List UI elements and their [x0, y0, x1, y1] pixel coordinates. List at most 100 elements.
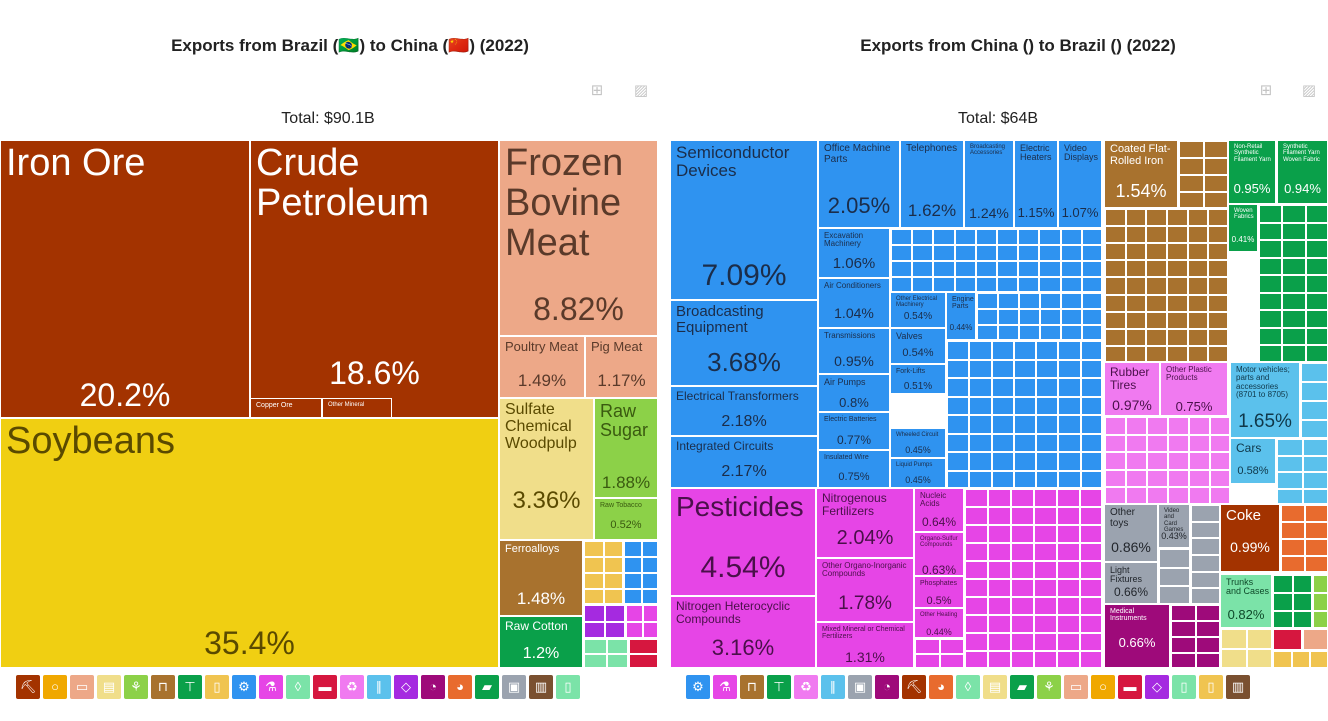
- minor-product-tile[interactable]: [1310, 651, 1327, 667]
- minor-product-tile[interactable]: [988, 543, 1011, 561]
- minor-product-tile[interactable]: [1018, 261, 1040, 277]
- treemap-tile[interactable]: Other Organo-Inorganic Compounds 1.78%: [816, 558, 914, 622]
- minor-product-tile[interactable]: [1034, 651, 1057, 667]
- treemap-tile[interactable]: Synthetic Filament Yarn Woven Fabric 0.94…: [1277, 140, 1328, 204]
- minor-product-tile[interactable]: [1034, 561, 1057, 579]
- left-table-button[interactable]: ⊞: [588, 82, 606, 100]
- minor-product-tile[interactable]: [969, 341, 992, 360]
- minor-product-tile[interactable]: [1167, 345, 1188, 361]
- minor-product-tile[interactable]: [1057, 633, 1080, 651]
- treemap-tile[interactable]: Pesticides 4.54%: [670, 488, 816, 596]
- minor-product-tile[interactable]: [1187, 277, 1209, 295]
- minor-product-tile[interactable]: [1080, 452, 1101, 471]
- minor-product-tile[interactable]: [1146, 260, 1167, 278]
- minor-product-tile[interactable]: [1273, 611, 1293, 627]
- minor-product-tile[interactable]: [988, 489, 1011, 507]
- treemap-tile[interactable]: Excavation Machinery 1.06%: [818, 228, 890, 278]
- minor-product-tile[interactable]: [1282, 292, 1306, 311]
- minor-product-tile[interactable]: [977, 325, 998, 339]
- minor-product-tile[interactable]: [1058, 470, 1081, 487]
- minor-product-group[interactable]: [976, 292, 1102, 340]
- minor-product-tile[interactable]: [1060, 261, 1082, 277]
- minor-product-tile[interactable]: [954, 277, 976, 291]
- minor-product-group[interactable]: [1276, 438, 1328, 504]
- minor-product-tile[interactable]: [1208, 243, 1227, 261]
- minor-product-tile[interactable]: [1080, 359, 1101, 378]
- treemap-tile[interactable]: Wheeled Circuit 0.45%: [890, 428, 946, 458]
- minor-product-tile[interactable]: [1187, 294, 1209, 312]
- food-icon[interactable]: ▯: [205, 675, 229, 699]
- minor-product-tile[interactable]: [1303, 488, 1327, 503]
- treemap-tile[interactable]: Coated Flat-Rolled Iron 1.54%: [1104, 140, 1178, 208]
- minor-product-tile[interactable]: [1204, 141, 1227, 158]
- minor-product-group[interactable]: [1220, 628, 1272, 668]
- minor-product-tile[interactable]: [912, 277, 934, 291]
- minor-product-tile[interactable]: [1125, 294, 1147, 312]
- minor-product-tile[interactable]: [1147, 452, 1168, 470]
- animal-icon[interactable]: ▭: [1064, 675, 1088, 699]
- minor-product-tile[interactable]: [1080, 396, 1101, 415]
- minor-product-tile[interactable]: [969, 396, 992, 415]
- minor-product-tile[interactable]: [1305, 205, 1327, 223]
- minor-product-tile[interactable]: [1057, 507, 1080, 525]
- minor-product-tile[interactable]: [606, 654, 627, 667]
- minor-product-tile[interactable]: [1039, 229, 1061, 245]
- minor-product-tile[interactable]: [1081, 229, 1101, 245]
- minor-product-tile[interactable]: [891, 245, 913, 261]
- minor-product-tile[interactable]: [1126, 417, 1147, 435]
- minor-product-tile[interactable]: [1126, 452, 1147, 470]
- minor-product-tile[interactable]: [947, 452, 970, 471]
- minor-product-tile[interactable]: [1080, 415, 1101, 434]
- minor-product-group[interactable]: [625, 604, 658, 638]
- minor-product-tile[interactable]: [991, 415, 1014, 434]
- minor-product-tile[interactable]: [1171, 605, 1196, 621]
- treemap-tile[interactable]: Crude Petroleum 18.6%: [250, 140, 499, 418]
- art-icon[interactable]: ▥: [1226, 675, 1250, 699]
- weapon-icon[interactable]: ▯: [1172, 675, 1196, 699]
- minor-product-tile[interactable]: [1305, 257, 1327, 276]
- minor-product-tile[interactable]: [969, 470, 992, 487]
- minor-product-group[interactable]: [1302, 628, 1328, 650]
- minor-product-tile[interactable]: [1293, 575, 1311, 593]
- minor-product-tile[interactable]: [991, 396, 1014, 415]
- minor-product-tile[interactable]: [1146, 277, 1167, 295]
- chemical-icon[interactable]: ⚗: [259, 675, 283, 699]
- treemap-tile[interactable]: Frozen Bovine Meat 8.82%: [499, 140, 658, 336]
- minor-product-tile[interactable]: [1189, 452, 1210, 470]
- treemap-tile[interactable]: Soybeans 35.4%: [0, 418, 499, 668]
- minor-product-tile[interactable]: [642, 605, 657, 622]
- minor-product-tile[interactable]: [1036, 396, 1059, 415]
- minor-product-tile[interactable]: [641, 541, 657, 557]
- minor-product-tile[interactable]: [1013, 415, 1037, 434]
- minor-product-tile[interactable]: [1105, 434, 1126, 453]
- minor-product-tile[interactable]: [1146, 345, 1167, 361]
- minor-product-tile[interactable]: [1189, 487, 1210, 503]
- minor-product-tile[interactable]: [915, 639, 940, 654]
- minor-product-tile[interactable]: [977, 309, 998, 325]
- minor-product-tile[interactable]: [1277, 472, 1303, 489]
- minor-product-group[interactable]: [1272, 574, 1312, 628]
- minor-product-tile[interactable]: [1187, 209, 1209, 227]
- right-image-button[interactable]: ▨: [1300, 82, 1318, 100]
- minor-product-tile[interactable]: [1291, 651, 1311, 667]
- vegetable-icon[interactable]: ⚘: [124, 675, 148, 699]
- minor-product-tile[interactable]: [1034, 615, 1057, 633]
- treemap-tile[interactable]: Raw Sugar 1.88%: [594, 398, 658, 498]
- minor-product-tile[interactable]: [977, 293, 998, 309]
- minor-product-tile[interactable]: [1282, 222, 1306, 241]
- minor-product-tile[interactable]: [965, 489, 988, 507]
- minor-product-tile[interactable]: [1282, 275, 1306, 293]
- minor-product-tile[interactable]: [1018, 245, 1040, 261]
- minor-product-tile[interactable]: [1013, 378, 1037, 397]
- minor-product-tile[interactable]: [1168, 417, 1189, 435]
- minor-product-tile[interactable]: [1305, 275, 1327, 293]
- minor-product-tile[interactable]: [1081, 277, 1101, 291]
- minor-product-tile[interactable]: [1208, 277, 1227, 295]
- minor-product-tile[interactable]: [641, 589, 657, 603]
- minor-product-tile[interactable]: [1060, 245, 1082, 261]
- minor-product-tile[interactable]: [969, 433, 992, 452]
- treemap-tile[interactable]: Video Displays 1.07%: [1058, 140, 1102, 228]
- minor-product-tile[interactable]: [1259, 310, 1283, 328]
- minor-product-tile[interactable]: [1208, 311, 1227, 329]
- minor-product-tile[interactable]: [988, 633, 1011, 651]
